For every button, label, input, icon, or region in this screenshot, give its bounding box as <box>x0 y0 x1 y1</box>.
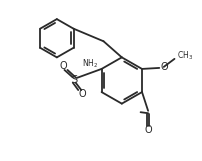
Text: O: O <box>160 62 168 72</box>
Text: O: O <box>79 89 86 99</box>
Text: O: O <box>144 125 151 135</box>
Text: S: S <box>71 75 77 85</box>
Text: O: O <box>59 61 66 71</box>
Text: NH$_2$: NH$_2$ <box>82 58 98 70</box>
Text: CH$_3$: CH$_3$ <box>176 50 192 62</box>
